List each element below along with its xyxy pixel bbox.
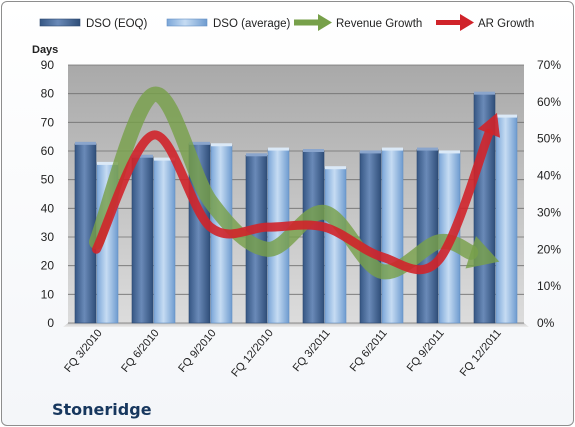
bar-series	[74, 91, 518, 324]
bar-top-dso-average	[325, 166, 346, 170]
y2-tick-label: 10%	[537, 279, 561, 293]
growth-lines	[89, 86, 501, 280]
bar-dso-average	[381, 149, 404, 324]
bar-top-dso-average	[211, 143, 232, 147]
bar-top-dso-eoq	[360, 150, 381, 154]
legend: DSO (EOQ) DSO (average) Revenue Growth AR G…	[39, 14, 534, 31]
legend-label: Revenue Growth	[336, 18, 422, 30]
bar-top-dso-average	[382, 147, 403, 151]
bar-top-dso-eoq	[75, 141, 96, 145]
bar-dso-eoq	[359, 152, 382, 324]
y-tick-label: 60	[41, 144, 55, 158]
bar-top-dso-average	[496, 114, 517, 118]
ar-growth-line	[92, 128, 494, 275]
x-tick-label: FQ 6/2010	[119, 327, 162, 375]
y2-tick-label: 30%	[537, 205, 561, 219]
y-tick-label: 90	[41, 58, 55, 72]
ar-growth-arrowhead	[477, 112, 501, 138]
bar-top-dso-average	[97, 161, 118, 165]
legend-label: AR Growth	[478, 18, 534, 30]
legend-swatch	[166, 18, 208, 27]
x-tick-label: FQ 9/2010	[176, 327, 219, 375]
legend-swatch	[39, 18, 81, 27]
legend-label: DSO (EOQ)	[86, 18, 148, 30]
y-tick-label: 0	[47, 316, 54, 330]
bar-top-dso-average	[439, 150, 460, 154]
bar-top-dso-average	[268, 147, 289, 151]
bar-top-dso-average	[154, 157, 175, 161]
y-tick-label: 30	[41, 230, 55, 244]
x-tick-label: FQ 3/2010	[62, 327, 105, 375]
bar-dso-average	[495, 116, 518, 324]
y-tick-label: 50	[41, 173, 55, 187]
bar-top-dso-eoq	[474, 91, 495, 95]
revenue-growth-line	[89, 86, 479, 280]
x-tick-label: FQ 3/2011	[291, 327, 333, 374]
y-tick-label: 20	[41, 259, 55, 273]
bar-dso-average	[324, 167, 347, 324]
bar-top-dso-eoq	[246, 153, 267, 157]
bar-top-dso-eoq	[417, 147, 438, 151]
bar-top-dso-eoq	[132, 154, 153, 158]
legend-arrowhead	[318, 14, 332, 31]
bar-top-dso-eoq	[303, 149, 324, 152]
plot-floor	[63, 323, 529, 327]
y-tick-label: 70	[41, 115, 55, 129]
x-tick-label: FQ 9/2011	[405, 327, 447, 374]
x-tick-label: FQ 12/2010	[229, 327, 276, 379]
company-name: Stoneridge	[52, 400, 152, 419]
y2-tick-label: 70%	[537, 58, 561, 72]
y-tick-label: 10	[41, 287, 55, 301]
x-tick-label: FQ 12/2011	[458, 327, 504, 379]
legend-label: DSO (average)	[213, 18, 291, 30]
bar-dso-average	[153, 159, 176, 324]
legend-arrowhead	[460, 14, 474, 31]
y2-tick-label: 60%	[537, 95, 561, 109]
y2-tick-label: 0%	[537, 316, 555, 330]
bar-dso-eoq	[131, 156, 154, 324]
y2-tick-label: 40%	[537, 169, 561, 183]
y-tick-label: 40	[41, 201, 55, 215]
revenue-growth-arrowhead	[465, 236, 500, 269]
y2-tick-label: 20%	[537, 242, 561, 256]
y2-tick-label: 50%	[537, 132, 561, 146]
bar-top-dso-eoq	[189, 141, 210, 145]
y-axis-title: Days	[32, 44, 58, 56]
x-tick-label: FQ 6/2011	[348, 327, 390, 374]
bar-dso-eoq	[302, 150, 325, 324]
y-tick-label: 80	[41, 87, 55, 101]
